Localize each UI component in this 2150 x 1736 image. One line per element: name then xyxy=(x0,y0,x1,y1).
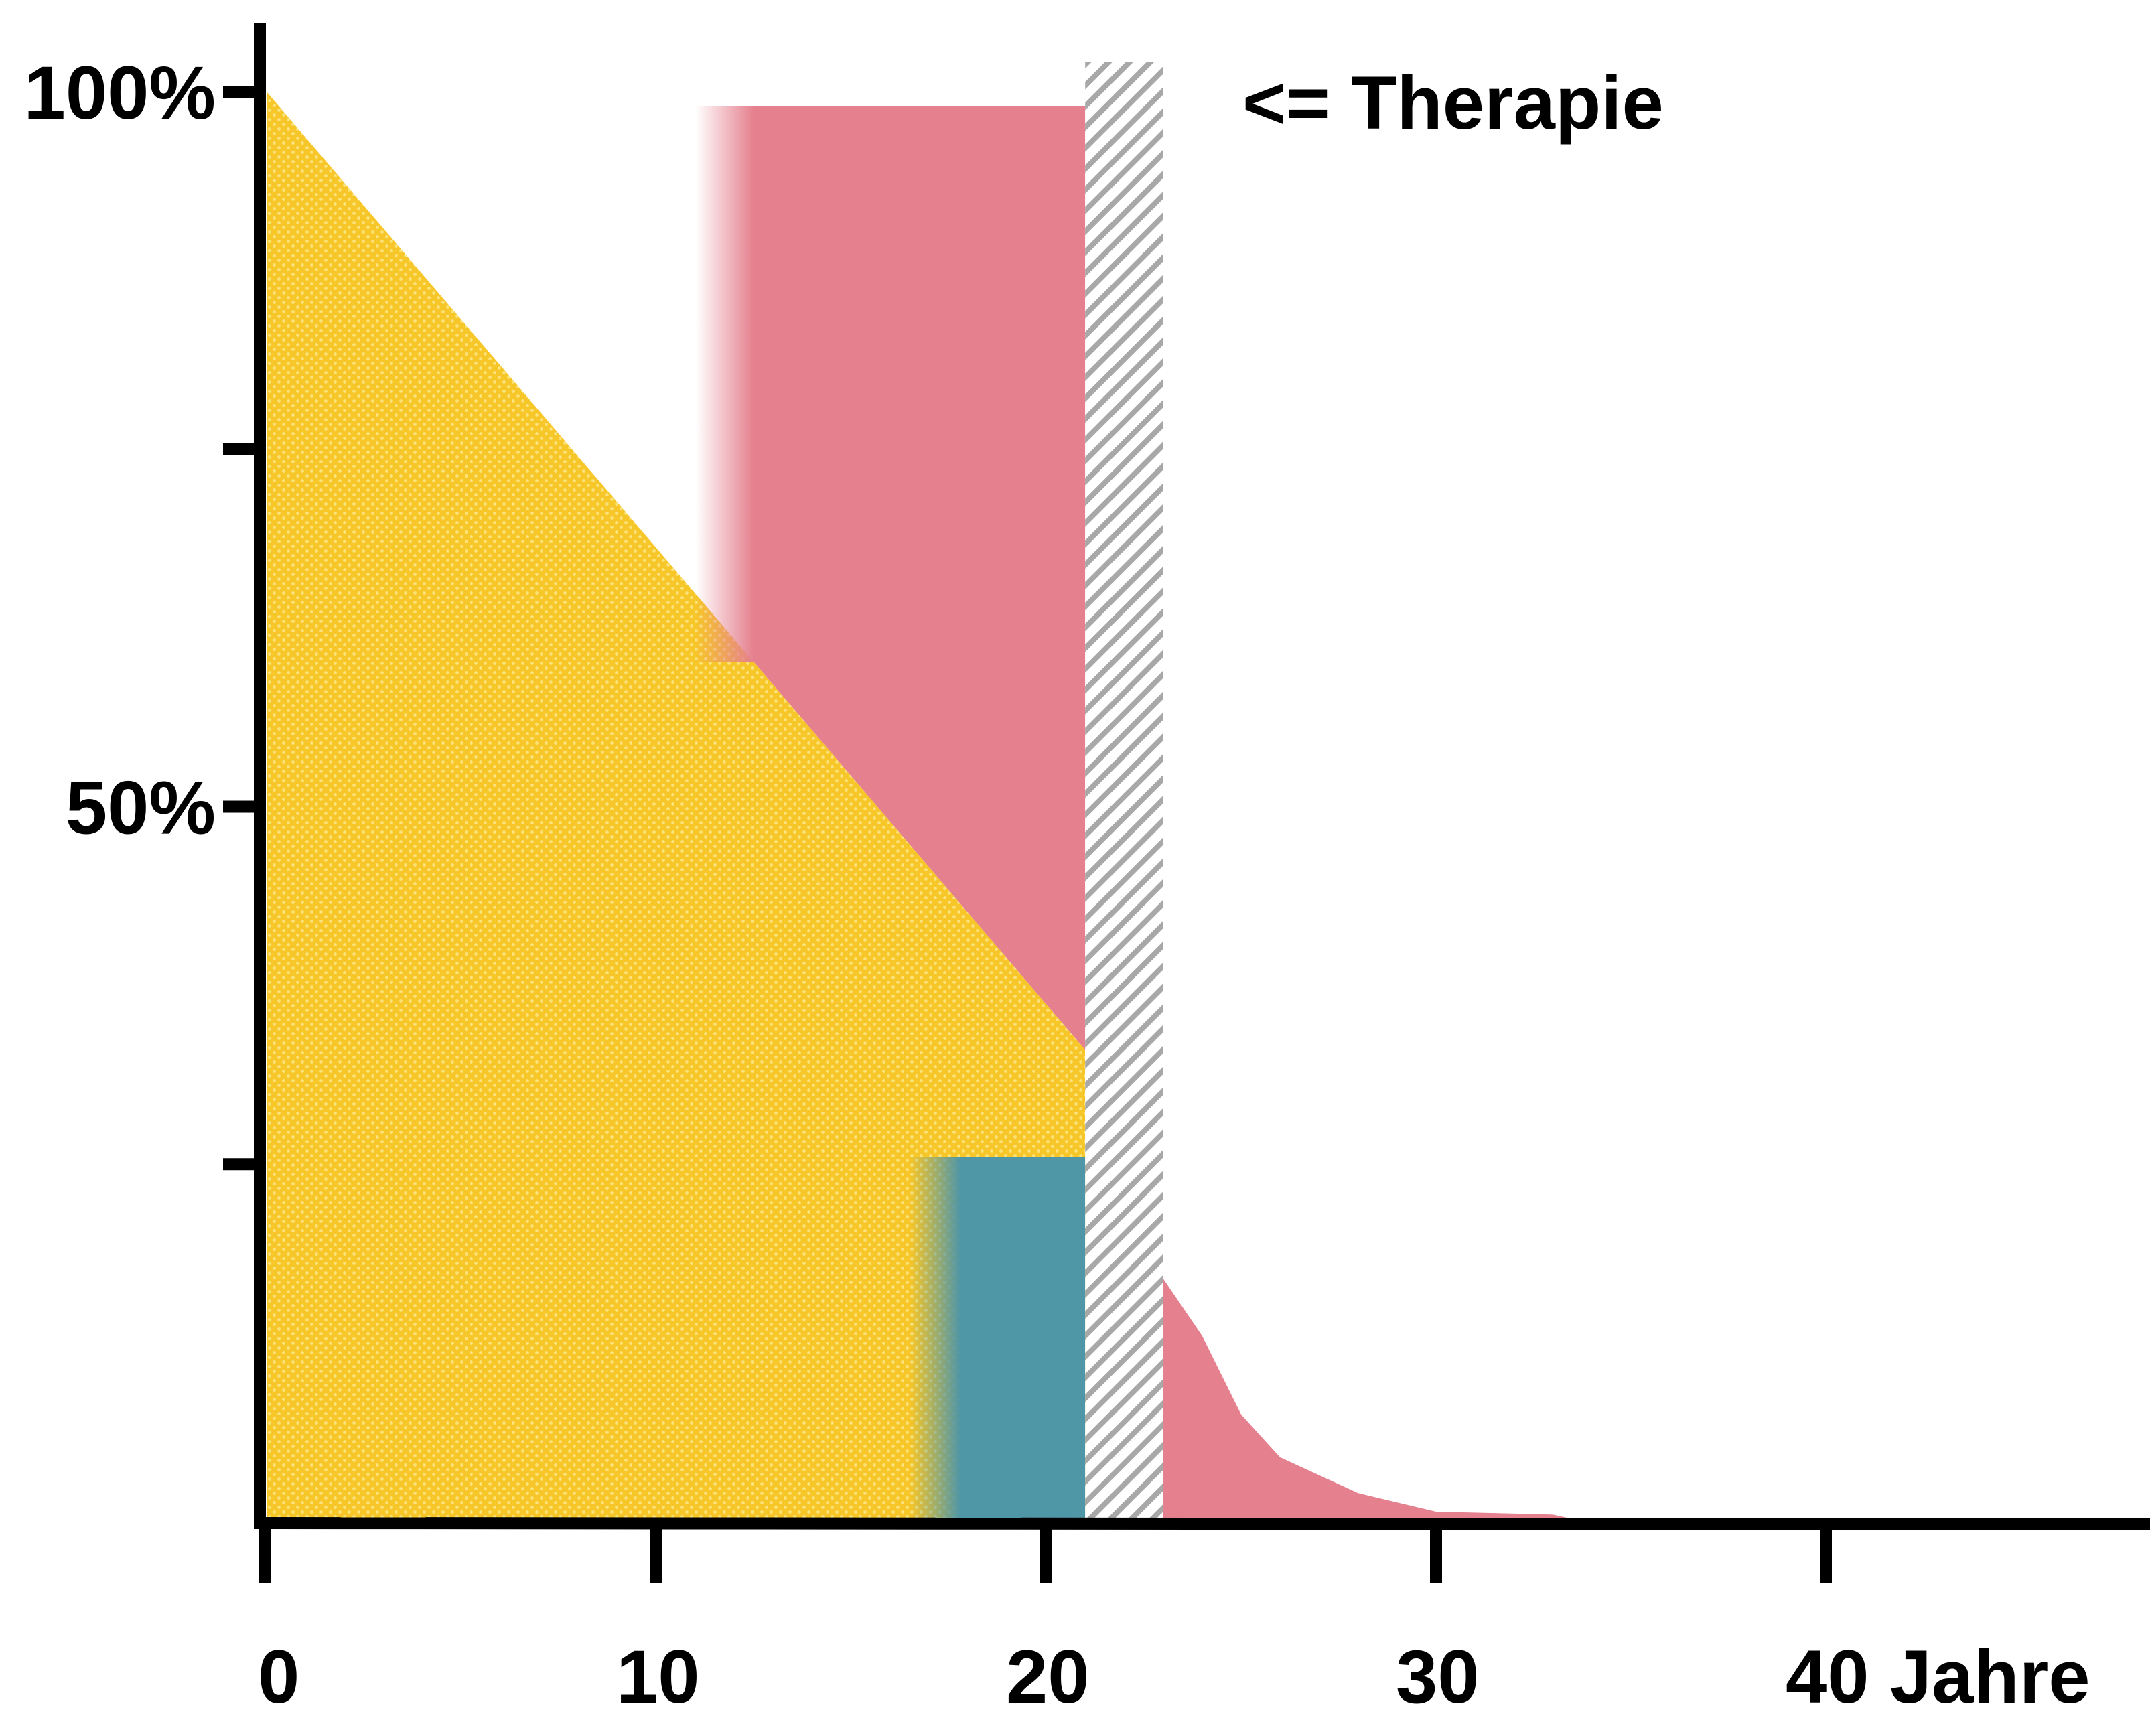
x-tick-label: 0 xyxy=(258,1635,299,1719)
y-tick-label: 100% xyxy=(24,51,216,135)
x-tick-label: 20 xyxy=(1006,1635,1090,1719)
axes: 100% 50% 0 10 20 30 40 Jahre xyxy=(24,23,2150,1719)
therapy-band xyxy=(1085,62,1163,1522)
data-regions xyxy=(267,62,1573,1522)
x-axis xyxy=(253,1517,2150,1530)
therapy-annotation: <= Therapie xyxy=(1242,61,1664,145)
yellow-area xyxy=(267,92,1086,1522)
x-ticks: 0 10 20 30 40 Jahre xyxy=(258,1523,2090,1719)
x-tick-label: 10 xyxy=(616,1635,700,1719)
x-tick-label: 40 Jahre xyxy=(1786,1635,2090,1719)
red-tail xyxy=(1163,1279,1573,1522)
teal-block-fade xyxy=(910,1157,960,1522)
red-block-fade xyxy=(695,106,754,662)
x-tick-label: 30 xyxy=(1396,1635,1480,1719)
red-block xyxy=(754,106,1086,1050)
y-tick-label: 50% xyxy=(66,766,216,850)
y-ticks: 100% 50% xyxy=(24,51,260,1171)
teal-block xyxy=(960,1157,1086,1522)
